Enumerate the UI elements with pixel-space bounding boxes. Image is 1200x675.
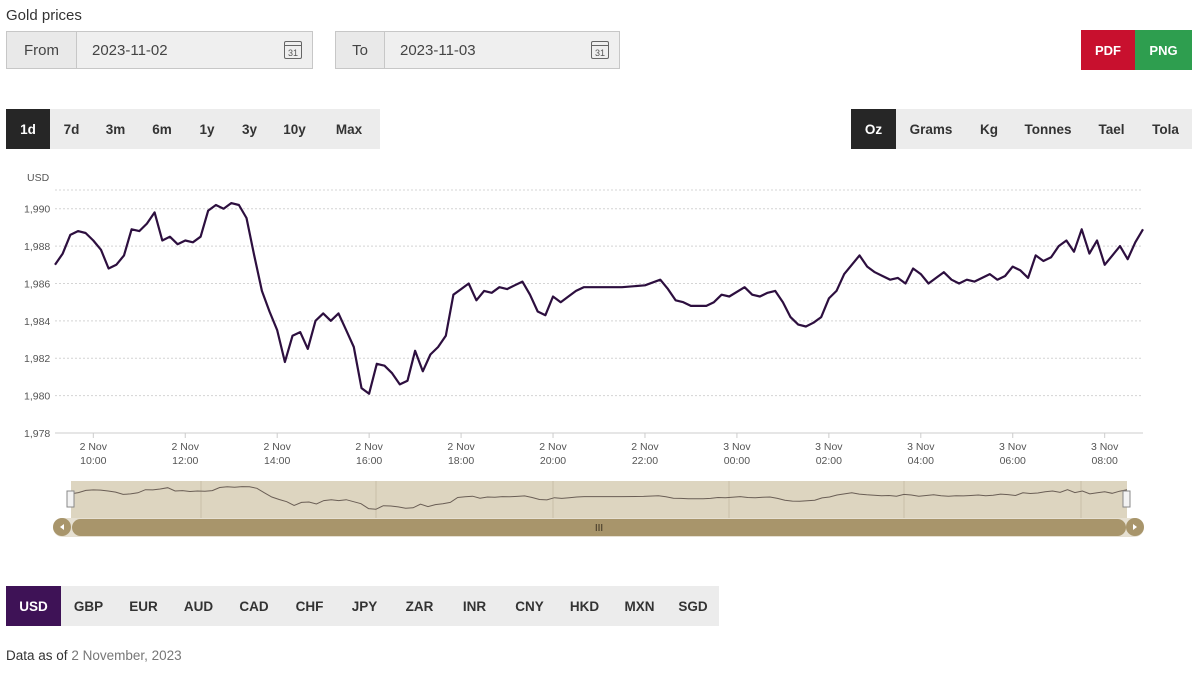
currency-selector: USD GBP EUR AUD CAD CHF JPY ZAR INR CNY HKD MXN SGD xyxy=(6,586,719,626)
unit-button-tola[interactable]: Tola xyxy=(1152,121,1179,137)
currency-button-mxn[interactable]: MXN xyxy=(624,598,655,614)
currency-button-gbp[interactable]: GBP xyxy=(73,598,104,614)
currency-button-cad[interactable]: CAD xyxy=(239,598,269,614)
x-tick-time: 14:00 xyxy=(264,455,290,467)
unit-button-tael[interactable]: Tael xyxy=(1098,121,1125,137)
date-from-field[interactable]: From 2023-11-02 31 xyxy=(6,31,313,69)
currency-button-hkd[interactable]: HKD xyxy=(569,598,600,614)
x-tick-time: 06:00 xyxy=(1000,455,1026,467)
png-button[interactable]: PNG xyxy=(1135,30,1192,70)
y-tick-label: 1,980 xyxy=(24,391,50,403)
gold-price-chart: 1,978 1,980 1,982 1,984 1,986 1,988 1,990 USD 2 … xyxy=(24,172,1144,537)
scrollbar-grip-icon: III xyxy=(595,523,603,534)
x-tick-day: 2 Nov xyxy=(355,441,383,453)
calendar-icon[interactable]: 31 xyxy=(284,41,302,59)
x-tick-time: 12:00 xyxy=(172,455,198,467)
x-tick-day: 2 Nov xyxy=(172,441,200,453)
navigator-left-handle[interactable] xyxy=(66,490,75,508)
date-from-value[interactable]: 2023-11-02 xyxy=(92,41,168,59)
chevron-left-icon xyxy=(60,524,64,530)
data-as-of-prefix: Data as of xyxy=(6,648,68,663)
y-tick-label: 1,990 xyxy=(24,204,50,216)
x-tick-day: 3 Nov xyxy=(815,441,843,453)
x-tick-day: 2 Nov xyxy=(631,441,659,453)
y-tick-label: 1,986 xyxy=(24,278,50,290)
page-title: Gold prices xyxy=(6,7,82,24)
date-to-label: To xyxy=(336,32,385,68)
currency-button-eur[interactable]: EUR xyxy=(129,598,158,614)
y-tick-label: 1,984 xyxy=(24,316,50,328)
navigator-line xyxy=(70,486,1128,510)
currency-button-aud[interactable]: AUD xyxy=(183,598,214,614)
unit-button-kg[interactable]: Kg xyxy=(980,121,998,137)
unit-button-oz[interactable]: Oz xyxy=(851,109,896,149)
x-tick-time: 08:00 xyxy=(1092,455,1118,467)
x-tick-time: 00:00 xyxy=(724,455,750,467)
y-tick-label: 1,978 xyxy=(24,428,50,440)
currency-button-zar[interactable]: ZAR xyxy=(405,598,434,614)
y-axis-label: USD xyxy=(27,172,50,184)
x-tick-time: 22:00 xyxy=(632,455,658,467)
period-button-3m[interactable]: 3m xyxy=(105,121,126,137)
period-button-10y[interactable]: 10y xyxy=(283,121,306,137)
x-tick-day: 2 Nov xyxy=(447,441,475,453)
data-as-of-date: 2 November, 2023 xyxy=(71,648,182,663)
x-tick-day: 3 Nov xyxy=(723,441,751,453)
x-tick-time: 04:00 xyxy=(908,455,934,467)
x-tick-day: 2 Nov xyxy=(539,441,567,453)
currency-button-sgd[interactable]: SGD xyxy=(678,598,708,614)
period-button-3y[interactable]: 3y xyxy=(241,121,258,137)
calendar-icon[interactable]: 31 xyxy=(591,41,609,59)
x-tick-day: 2 Nov xyxy=(80,441,108,453)
x-tick-time: 20:00 xyxy=(540,455,566,467)
date-to-value[interactable]: 2023-11-03 xyxy=(400,41,476,59)
y-tick-label: 1,982 xyxy=(24,353,50,365)
currency-button-inr[interactable]: INR xyxy=(462,598,487,614)
x-tick-time: 10:00 xyxy=(80,455,106,467)
unit-selector: Oz Grams Kg Tonnes Tael Tola xyxy=(851,109,1192,149)
pdf-button[interactable]: PDF xyxy=(1081,30,1135,70)
navigator-right-handle[interactable] xyxy=(1122,490,1131,508)
x-tick-time: 18:00 xyxy=(448,455,474,467)
unit-button-grams[interactable]: Grams xyxy=(909,121,953,137)
x-tick-day: 2 Nov xyxy=(263,441,291,453)
currency-button-cny[interactable]: CNY xyxy=(515,598,544,614)
data-as-of: Data as of 2 November, 2023 xyxy=(6,648,182,663)
x-tick-day: 3 Nov xyxy=(999,441,1027,453)
period-selector: 1d 7d 3m 6m 1y 3y 10y Max xyxy=(6,109,380,149)
period-button-7d[interactable]: 7d xyxy=(63,121,80,137)
x-tick-day: 3 Nov xyxy=(1091,441,1119,453)
period-button-max[interactable]: Max xyxy=(335,121,363,137)
y-tick-label: 1,988 xyxy=(24,241,50,253)
currency-button-usd[interactable]: USD xyxy=(6,586,61,626)
period-button-1d[interactable]: 1d xyxy=(6,109,50,149)
chevron-right-icon xyxy=(1133,524,1137,530)
currency-button-chf[interactable]: CHF xyxy=(295,598,324,614)
price-line xyxy=(54,202,1144,395)
date-from-label: From xyxy=(7,32,77,68)
x-tick-time: 16:00 xyxy=(356,455,382,467)
period-button-1y[interactable]: 1y xyxy=(199,121,215,137)
period-button-6m[interactable]: 6m xyxy=(152,121,172,137)
scrollbar-thumb[interactable] xyxy=(72,519,1126,536)
unit-button-tonnes[interactable]: Tonnes xyxy=(1024,121,1072,137)
date-to-field[interactable]: To 2023-11-03 31 xyxy=(335,31,620,69)
x-tick-day: 3 Nov xyxy=(907,441,935,453)
x-tick-time: 02:00 xyxy=(816,455,842,467)
currency-button-jpy[interactable]: JPY xyxy=(351,598,378,614)
